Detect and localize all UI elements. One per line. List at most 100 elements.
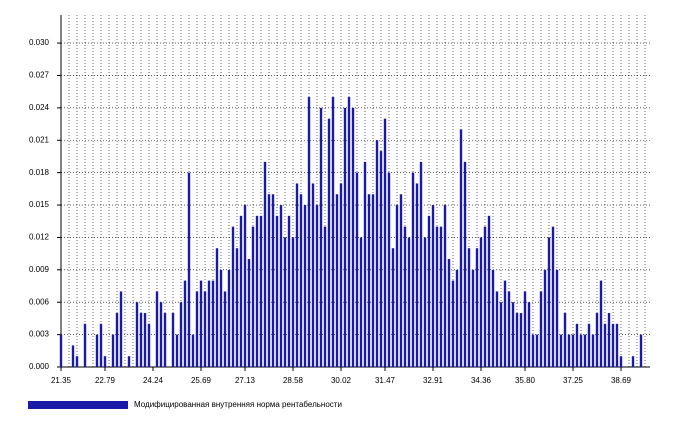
y-tick-label: 0.012 bbox=[29, 233, 50, 242]
bar bbox=[539, 291, 543, 367]
bar bbox=[235, 248, 239, 367]
bar bbox=[439, 226, 443, 367]
y-tick-label: 0.000 bbox=[29, 362, 50, 371]
bar bbox=[115, 313, 119, 367]
bar bbox=[475, 248, 479, 367]
bar bbox=[415, 183, 419, 367]
bar bbox=[339, 183, 343, 367]
bar bbox=[503, 280, 507, 367]
bar bbox=[287, 215, 291, 367]
bar bbox=[447, 259, 451, 367]
bar bbox=[551, 226, 555, 367]
bar bbox=[83, 323, 87, 367]
bar bbox=[371, 194, 375, 367]
bar bbox=[547, 237, 551, 367]
x-tick-label: 34.36 bbox=[471, 376, 492, 385]
bar bbox=[431, 205, 435, 367]
bar bbox=[471, 269, 475, 367]
bar bbox=[279, 205, 283, 367]
bar bbox=[499, 302, 503, 367]
bar bbox=[295, 183, 299, 367]
y-tick-label: 0.024 bbox=[29, 103, 50, 112]
bar bbox=[387, 172, 391, 367]
bar bbox=[275, 215, 279, 367]
bar bbox=[319, 107, 323, 368]
bar bbox=[271, 194, 275, 367]
bar bbox=[227, 269, 231, 367]
y-tick-label: 0.021 bbox=[29, 135, 50, 144]
bar bbox=[187, 172, 191, 367]
bar bbox=[215, 248, 219, 367]
bar bbox=[391, 248, 395, 367]
y-tick-label: 0.003 bbox=[29, 330, 50, 339]
bar bbox=[603, 323, 607, 367]
bar bbox=[507, 291, 511, 367]
bar bbox=[75, 356, 79, 367]
bar bbox=[511, 302, 515, 367]
bar bbox=[71, 345, 75, 367]
x-tick-label: 21.35 bbox=[51, 376, 72, 385]
x-tick-label: 35.80 bbox=[515, 376, 536, 385]
bar bbox=[59, 334, 63, 367]
bar bbox=[219, 269, 223, 367]
bar bbox=[379, 151, 383, 367]
bar bbox=[239, 215, 243, 367]
bar bbox=[163, 313, 167, 367]
bar bbox=[527, 302, 531, 367]
y-tick-label: 0.018 bbox=[29, 168, 50, 177]
bar bbox=[255, 215, 259, 367]
bar bbox=[395, 205, 399, 367]
bar bbox=[531, 334, 535, 367]
bar bbox=[575, 323, 579, 367]
bar bbox=[463, 161, 467, 367]
bar bbox=[267, 194, 271, 367]
bar bbox=[335, 194, 339, 367]
x-tick-label: 37.25 bbox=[563, 376, 584, 385]
x-tick-label: 25.69 bbox=[191, 376, 212, 385]
bar bbox=[607, 313, 611, 367]
bar bbox=[111, 334, 115, 367]
bar bbox=[367, 194, 371, 367]
bar bbox=[599, 280, 603, 367]
bar bbox=[311, 183, 315, 367]
bar bbox=[351, 107, 355, 368]
x-tick-label: 32.91 bbox=[423, 376, 444, 385]
bar bbox=[355, 172, 359, 367]
x-tick-label: 28.58 bbox=[283, 376, 304, 385]
bar bbox=[127, 356, 131, 367]
bar bbox=[243, 205, 247, 367]
bar bbox=[195, 291, 199, 367]
bar bbox=[427, 215, 431, 367]
bar bbox=[555, 269, 559, 367]
bar bbox=[595, 313, 599, 367]
bar bbox=[327, 118, 331, 368]
bar bbox=[179, 302, 183, 367]
bar bbox=[99, 323, 103, 367]
bar bbox=[171, 313, 175, 367]
bar bbox=[579, 334, 583, 367]
bar bbox=[619, 356, 623, 367]
x-tick-label: 30.02 bbox=[331, 376, 352, 385]
bar bbox=[231, 226, 235, 367]
bar bbox=[571, 334, 575, 367]
bar bbox=[495, 291, 499, 367]
bar bbox=[611, 323, 615, 367]
bar bbox=[191, 334, 195, 367]
y-tick-label: 0.015 bbox=[29, 200, 50, 209]
bar bbox=[407, 237, 411, 367]
bar bbox=[583, 334, 587, 367]
bar bbox=[183, 280, 187, 367]
bar bbox=[443, 205, 447, 367]
bar bbox=[383, 118, 387, 368]
bar bbox=[455, 269, 459, 367]
bar bbox=[479, 237, 483, 367]
y-tick-label: 0.006 bbox=[29, 297, 50, 306]
legend-swatch bbox=[28, 401, 128, 409]
y-tick-label: 0.009 bbox=[29, 265, 50, 274]
x-tick-label: 27.13 bbox=[235, 376, 256, 385]
bar bbox=[203, 291, 207, 367]
bar bbox=[559, 334, 563, 367]
bar bbox=[135, 302, 139, 367]
bar bbox=[307, 97, 311, 368]
